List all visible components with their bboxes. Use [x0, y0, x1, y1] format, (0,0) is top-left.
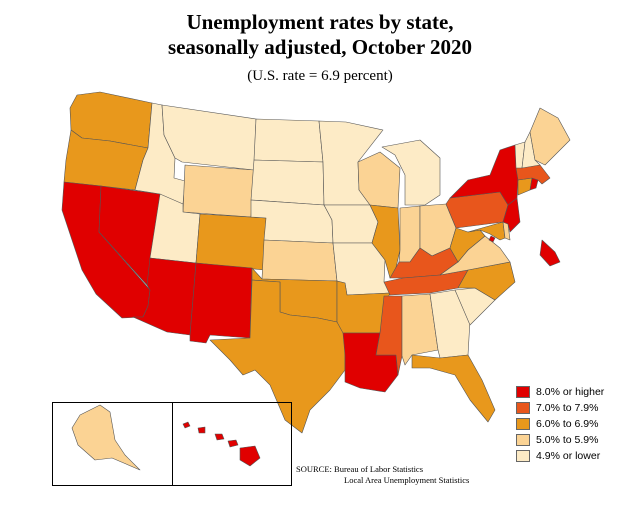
legend-label: 8.0% or higher: [536, 385, 605, 398]
state-mt: [161, 104, 257, 171]
legend-swatch: [516, 433, 530, 446]
state-co: [195, 213, 267, 271]
state-ct: [517, 177, 533, 196]
map-subtitle: (U.S. rate = 6.9 percent): [247, 68, 393, 84]
legend-item: 7.0% to 7.9%: [516, 401, 636, 414]
source-note: SOURCE: Bureau of Labor Statistics Local…: [296, 464, 469, 486]
state-nd: [253, 118, 324, 163]
state-sd: [250, 159, 325, 206]
legend-item: 8.0% or higher: [516, 385, 636, 398]
state-fl: [411, 354, 496, 423]
state-nm: [189, 262, 253, 344]
map-title-line1: Unemployment rates by state,: [186, 10, 454, 34]
state-tx: [209, 279, 346, 434]
legend-swatch: [516, 385, 530, 398]
legend-swatch: [516, 417, 530, 430]
legend-swatch: [516, 449, 530, 462]
legend-label: 7.0% to 7.9%: [536, 401, 599, 414]
legend: 8.0% or higher 7.0% to 7.9% 6.0% to 6.9%…: [516, 385, 636, 465]
state-mi: [381, 139, 441, 206]
legend-swatch: [516, 401, 530, 414]
hawaii-islands: [182, 421, 261, 467]
legend-label: 6.0% to 6.9%: [536, 417, 599, 430]
state-dc: [488, 235, 496, 243]
source-line2: Local Area Unemployment Statistics: [344, 475, 470, 485]
state-me: [529, 107, 571, 166]
map-title-line2: seasonally adjusted, October 2020: [167, 35, 473, 59]
state-ks: [261, 239, 338, 282]
legend-item: 6.0% to 6.9%: [516, 417, 636, 430]
state-wv: [449, 227, 486, 263]
state-wy: [182, 164, 255, 218]
legend-item: 5.0% to 5.9%: [516, 433, 636, 446]
alaska-inset-frame: [52, 402, 173, 486]
legend-label: 5.0% to 5.9%: [536, 433, 599, 446]
state-ma: [515, 164, 551, 185]
source-line1: SOURCE: Bureau of Labor Statistics: [296, 464, 424, 474]
legend-label: 4.9% or lower: [536, 449, 601, 462]
state-ak: [71, 404, 141, 471]
hawaii-inset-frame: [172, 402, 292, 486]
state-nh: [521, 131, 541, 169]
state-hi-marker: [539, 239, 561, 267]
legend-item: 4.9% or lower: [516, 449, 636, 462]
